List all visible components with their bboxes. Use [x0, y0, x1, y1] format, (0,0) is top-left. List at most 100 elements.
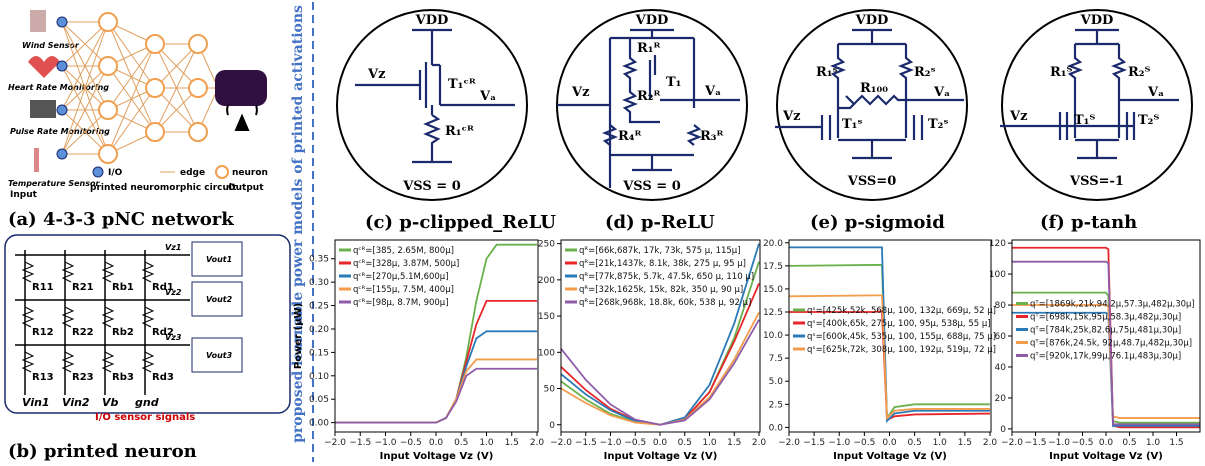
- plot-frame: [788, 239, 992, 433]
- circuit-label: T₁ᶜᴿ: [448, 77, 476, 92]
- line-series: [560, 319, 760, 426]
- bottom-label: Vin2: [62, 396, 90, 409]
- circuit-circle: [336, 9, 528, 201]
- circuit-wires: [775, 28, 964, 160]
- neuron: [188, 34, 208, 54]
- circuit-label: T₁: [666, 75, 681, 90]
- legend-text: I/O: [108, 168, 123, 178]
- y-tick-label: 100: [989, 270, 1006, 280]
- legend-label: qᴿ=[32k,1625k, 15k, 82k, 350 μ, 90 μ]: [579, 285, 743, 295]
- circuit-label: R₂ˢ: [914, 65, 936, 80]
- x-tick-label: −0.5: [624, 438, 646, 448]
- y-tick-label: 7.5: [769, 354, 783, 364]
- sensor-label: Temperature Sensor: [8, 179, 101, 188]
- circuit-label: Vₐ: [933, 85, 950, 100]
- x-tick-label: −0.5: [1072, 438, 1094, 448]
- x-axis-label: Input Voltage Vz (V): [380, 451, 494, 462]
- circuit-label: R₁ᶜᴿ: [445, 124, 474, 139]
- neuron-box: [4, 234, 291, 414]
- bottom-label: gnd: [135, 396, 159, 409]
- y-tick-label: 0: [1000, 425, 1006, 435]
- activation-boxes: [191, 241, 243, 373]
- neuron: [98, 100, 118, 120]
- legend-label: qᴿ=[21k,1437k, 8.1k, 38k, 275 μ, 95 μ]: [579, 259, 746, 269]
- circuit-label: R₁₀₀: [860, 81, 888, 96]
- circuit-label: Vz: [1009, 109, 1027, 124]
- vout-label: Vout2: [206, 295, 233, 304]
- y-tick-label: 0.15: [309, 348, 329, 358]
- x-tick-label: −2.0: [1001, 438, 1023, 448]
- neuron: [98, 12, 118, 32]
- x-tick-label: −1.5: [1025, 438, 1047, 448]
- edge: [107, 43, 156, 155]
- x-tick-label: 1.0: [479, 438, 494, 448]
- caption: (a) 4-3-3 pNC network: [8, 209, 234, 230]
- circuit-label: printed neuromorphic circuit: [90, 183, 237, 193]
- plot-frame: [334, 239, 539, 433]
- caption: (c) p-clipped_ReLU: [365, 212, 556, 233]
- legend-text: edge: [180, 168, 205, 178]
- circuit-label: VDD: [415, 13, 449, 28]
- charts: −2.0 −1.5 −1.0 −0.5 0.0 0.5 1.0 1.5 2.00.000.050…: [293, 239, 1201, 462]
- edge: [107, 43, 156, 111]
- x-tick-label: −1.0: [375, 438, 397, 448]
- resistor: [21, 351, 35, 373]
- caption: (f) p-tanh: [1040, 212, 1137, 233]
- x-tick-label: −2.0: [778, 438, 800, 448]
- legend-label: qᵀ=[698k,15k,95μ,58.3μ,482μ,30μ]: [1030, 313, 1181, 323]
- sensor-icons: [28, 10, 60, 172]
- bottom-label: Vb: [102, 396, 119, 409]
- io-node: [56, 104, 68, 116]
- y-tick-label: 0.10: [309, 372, 329, 382]
- output-display: [215, 70, 267, 106]
- legend-label: qᵀ=[920k,17k,99μ,76.1μ,483μ,30μ]: [1030, 352, 1181, 362]
- y-tick-label: 120: [989, 239, 1006, 249]
- y-tick-label: 0.05: [309, 395, 329, 405]
- legend-label: qᵀ=[876k,24.5k, 92μ,48.7μ,482μ,30μ]: [1030, 339, 1192, 349]
- x-tick-label: −0.5: [400, 438, 422, 448]
- vz-label: Vz1: [165, 243, 181, 252]
- y-tick-label: 150: [538, 312, 555, 322]
- legend-label: qᵀ=[784k,25k,82.6μ,75μ,481μ,30μ]: [1030, 326, 1181, 336]
- y-tick-label: 15.0: [763, 285, 783, 295]
- line-series: [560, 243, 760, 426]
- edge: [61, 65, 109, 155]
- sensor-label: Wind Sensor: [22, 41, 80, 50]
- vout-label: Vout3: [206, 351, 233, 360]
- input-label: Input: [10, 190, 38, 200]
- x-tick-label: −1.5: [803, 438, 825, 448]
- y-tick-label: 10.0: [763, 331, 783, 341]
- resistor: [141, 306, 155, 328]
- x-tick-label: −1.0: [1048, 438, 1070, 448]
- resistor-labels: R11 R21 Rb1 Rd1 R12 R22 Rb2 Rd2 R13 R23 Rb3 Rd3: [21, 261, 174, 383]
- resistor-label: R22: [72, 327, 94, 338]
- x-tick-label: −1.5: [575, 438, 597, 448]
- edge: [154, 87, 199, 133]
- resistor: [101, 306, 115, 328]
- circuit-label: R₁ᵀ: [1050, 65, 1072, 80]
- y-tick-label: 12.5: [763, 308, 783, 318]
- legend-label: qˢ=[625k,72k, 308μ, 100, 192μ, 519μ, 72 …: [807, 345, 996, 355]
- circuit-label: Vₐ: [1147, 85, 1164, 100]
- x-axis-label: Input Voltage Vz (V): [604, 451, 718, 462]
- circuit-label: R₃ᴿ: [700, 129, 723, 144]
- circuit-circle: [776, 9, 968, 201]
- io-node: [56, 16, 68, 28]
- resistor: [101, 261, 115, 283]
- resistor-label: Rb2: [112, 327, 134, 338]
- x-tick-label: −1.0: [828, 438, 850, 448]
- x-tick-label: −1.0: [600, 438, 622, 448]
- resistor-label: Rb1: [112, 282, 134, 293]
- x-tick-label: −2.0: [550, 438, 572, 448]
- circuit-label: T₁ᵀ: [1074, 113, 1095, 128]
- edge: [61, 21, 109, 67]
- resistor-label: R23: [72, 372, 94, 383]
- caption: (e) p-sigmoid: [810, 212, 945, 233]
- caption: (b) printed neuron: [8, 441, 197, 462]
- circuit-label: VSS = 0: [402, 179, 461, 194]
- edge: [61, 21, 109, 155]
- x-tick-label: 2.0: [530, 438, 545, 448]
- resistor-label: R21: [72, 282, 94, 293]
- circuit-label: VSS=-1: [1069, 174, 1124, 189]
- legend-label: qᶜᴿ=[98μ, 8.7M, 900μ]: [353, 298, 449, 308]
